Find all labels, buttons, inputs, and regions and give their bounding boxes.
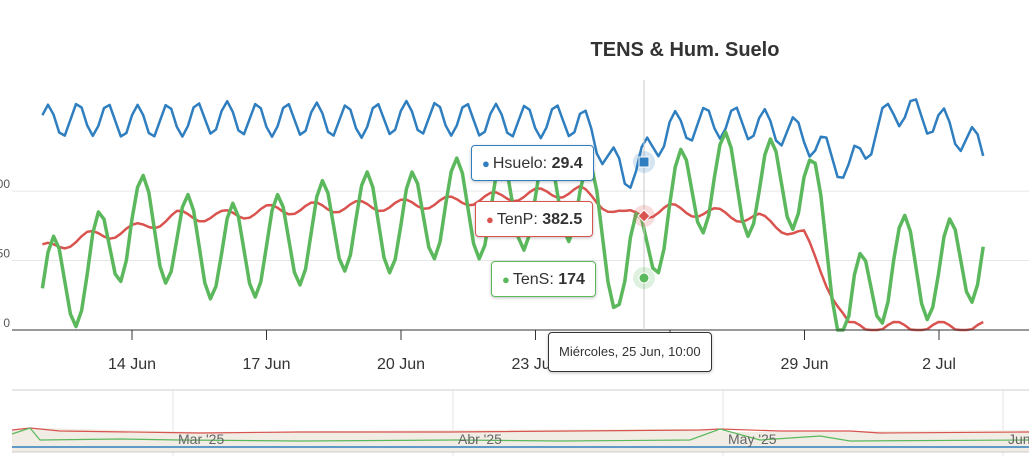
x-tick-label: 17 Jun [242, 356, 290, 373]
x-tick-label: 2 Jul [922, 356, 956, 373]
tooltip-hsuelo: ● Hsuelo: 29.4 [471, 145, 594, 181]
y-tick-label: 50 [0, 247, 10, 261]
tooltip-tenp-label: TenP: [496, 211, 543, 228]
navigator-label: May '25 [728, 431, 777, 447]
tooltip-tens: ● TenS: 174 [491, 261, 596, 297]
navigator[interactable]: Mar '25 Abr '25 May '25 Jun [0, 389, 1029, 456]
y-tick-label: 100 [0, 177, 10, 191]
navigator-series-tens [11, 427, 1029, 442]
tooltip-tens-value: 174 [558, 271, 585, 288]
tooltip-hsuelo-value: 29.4 [551, 155, 583, 172]
hsuelo-legend-dot: ● [482, 156, 490, 171]
tenp-point [637, 209, 651, 223]
tooltip-hsuelo-label: Hsuelo: [492, 155, 552, 172]
x-tick-label: 29 Jun [780, 356, 828, 373]
tenp-legend-dot: ● [486, 212, 494, 227]
tooltip-tenp-value: 382.5 [542, 211, 583, 228]
navigator-series-tenp [11, 427, 1029, 434]
x-tick-label: 14 Jun [108, 356, 156, 373]
tooltip-tens-label: TenS: [512, 271, 559, 288]
tooltip-tenp: ● TenP: 382.5 [475, 201, 594, 237]
series-line-hsuelo [41, 98, 985, 190]
navigator-label: Abr '25 [458, 431, 502, 447]
navigator-label: Jun [1008, 431, 1029, 447]
y-axis-ticks: 0 50 100 [0, 177, 10, 330]
chart-title: TENS & Hum. Suelo [591, 39, 780, 61]
tooltip-time: Miércoles, 25 Jun, 10:00 [548, 332, 712, 372]
tens-legend-dot: ● [502, 272, 510, 287]
x-tick-label: 23 Jun [511, 356, 559, 373]
x-tick-label: 20 Jun [377, 356, 425, 373]
hsuelo-point [638, 156, 650, 168]
tooltip-markers [633, 80, 655, 330]
navigator-area [12, 428, 1029, 452]
y-tick-label: 0 [3, 316, 10, 330]
navigator-label: Mar '25 [178, 431, 224, 447]
tens-point [638, 272, 650, 284]
